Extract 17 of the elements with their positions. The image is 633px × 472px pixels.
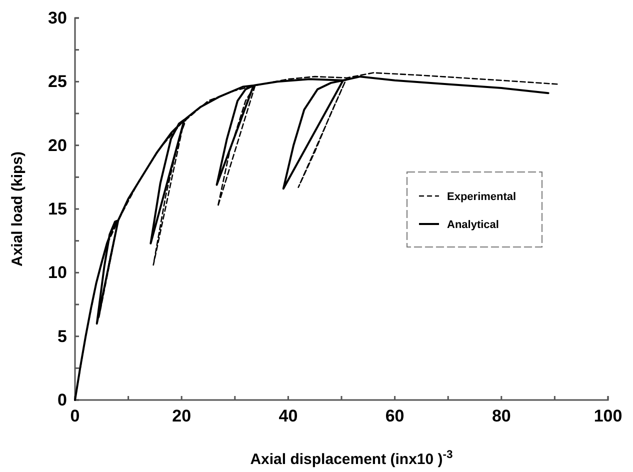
x-tick-label: 80 (492, 406, 511, 426)
x-tick-label: 20 (172, 406, 192, 426)
y-tick-label: 25 (48, 72, 67, 92)
y-tick-label: 15 (48, 199, 67, 218)
y-tick-label: 5 (57, 326, 67, 346)
legend-label: Analytical (447, 219, 499, 231)
x-axis-title: Axial displacement (inx10 )$^{-3}$ (250, 449, 453, 468)
x-tick-label: 100 (594, 406, 622, 426)
y-tick-label: 0 (57, 390, 67, 410)
y-tick-label: 10 (48, 263, 67, 282)
y-axis-title: Axial load (kips) (9, 151, 26, 267)
x-tick-label: 0 (70, 406, 80, 426)
x-tick-label: 40 (278, 406, 298, 426)
legend-label: Experimental (447, 191, 516, 203)
y-tick-label: 20 (48, 136, 67, 155)
x-tick-label: 60 (385, 406, 404, 426)
y-tick-label: 30 (48, 8, 67, 28)
